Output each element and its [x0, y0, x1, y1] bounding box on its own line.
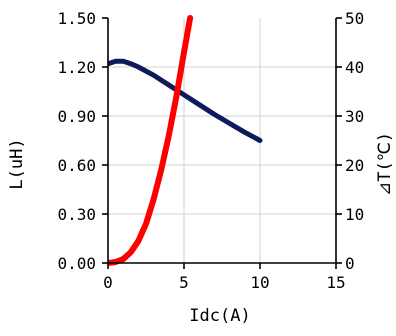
x-axis-label: Idc(A)	[189, 306, 250, 326]
axes: 0 5 10 15 0.00 0.30 0.60 0.90 1.20 1.50 0 10 20 30 40 5…	[57, 9, 364, 292]
inductance-line	[108, 58, 263, 143]
y-left-tick-label: 0.30	[57, 205, 96, 224]
y-left-tick-label: 0.90	[57, 107, 96, 126]
y-right-tick-label: 30	[345, 107, 364, 126]
y-right-tick-label: 40	[345, 58, 364, 77]
y-right-tick-label: 20	[345, 156, 364, 175]
y-left-tick-label: 1.20	[57, 58, 96, 77]
y-left-tick-label: 0.60	[57, 156, 96, 175]
y-right-tick-label: 0	[345, 254, 355, 273]
temperature-rise-line	[108, 15, 194, 266]
y-right-tick-label: 10	[345, 205, 364, 224]
x-tick-label: 10	[250, 273, 269, 292]
series-layer	[108, 15, 263, 266]
y-axis-left-label: L(uH)	[7, 138, 27, 189]
y-left-tick-label: 1.50	[57, 9, 96, 28]
x-tick-label: 5	[179, 273, 189, 292]
x-tick-label: 15	[326, 273, 345, 292]
labels: Idc(A) L(uH) ⊿T(℃)	[7, 132, 395, 326]
y-axis-right-label: ⊿T(℃)	[375, 132, 395, 196]
x-tick-label: 0	[103, 273, 113, 292]
y-right-tick-label: 50	[345, 9, 364, 28]
y-left-tick-label: 0.00	[57, 254, 96, 273]
